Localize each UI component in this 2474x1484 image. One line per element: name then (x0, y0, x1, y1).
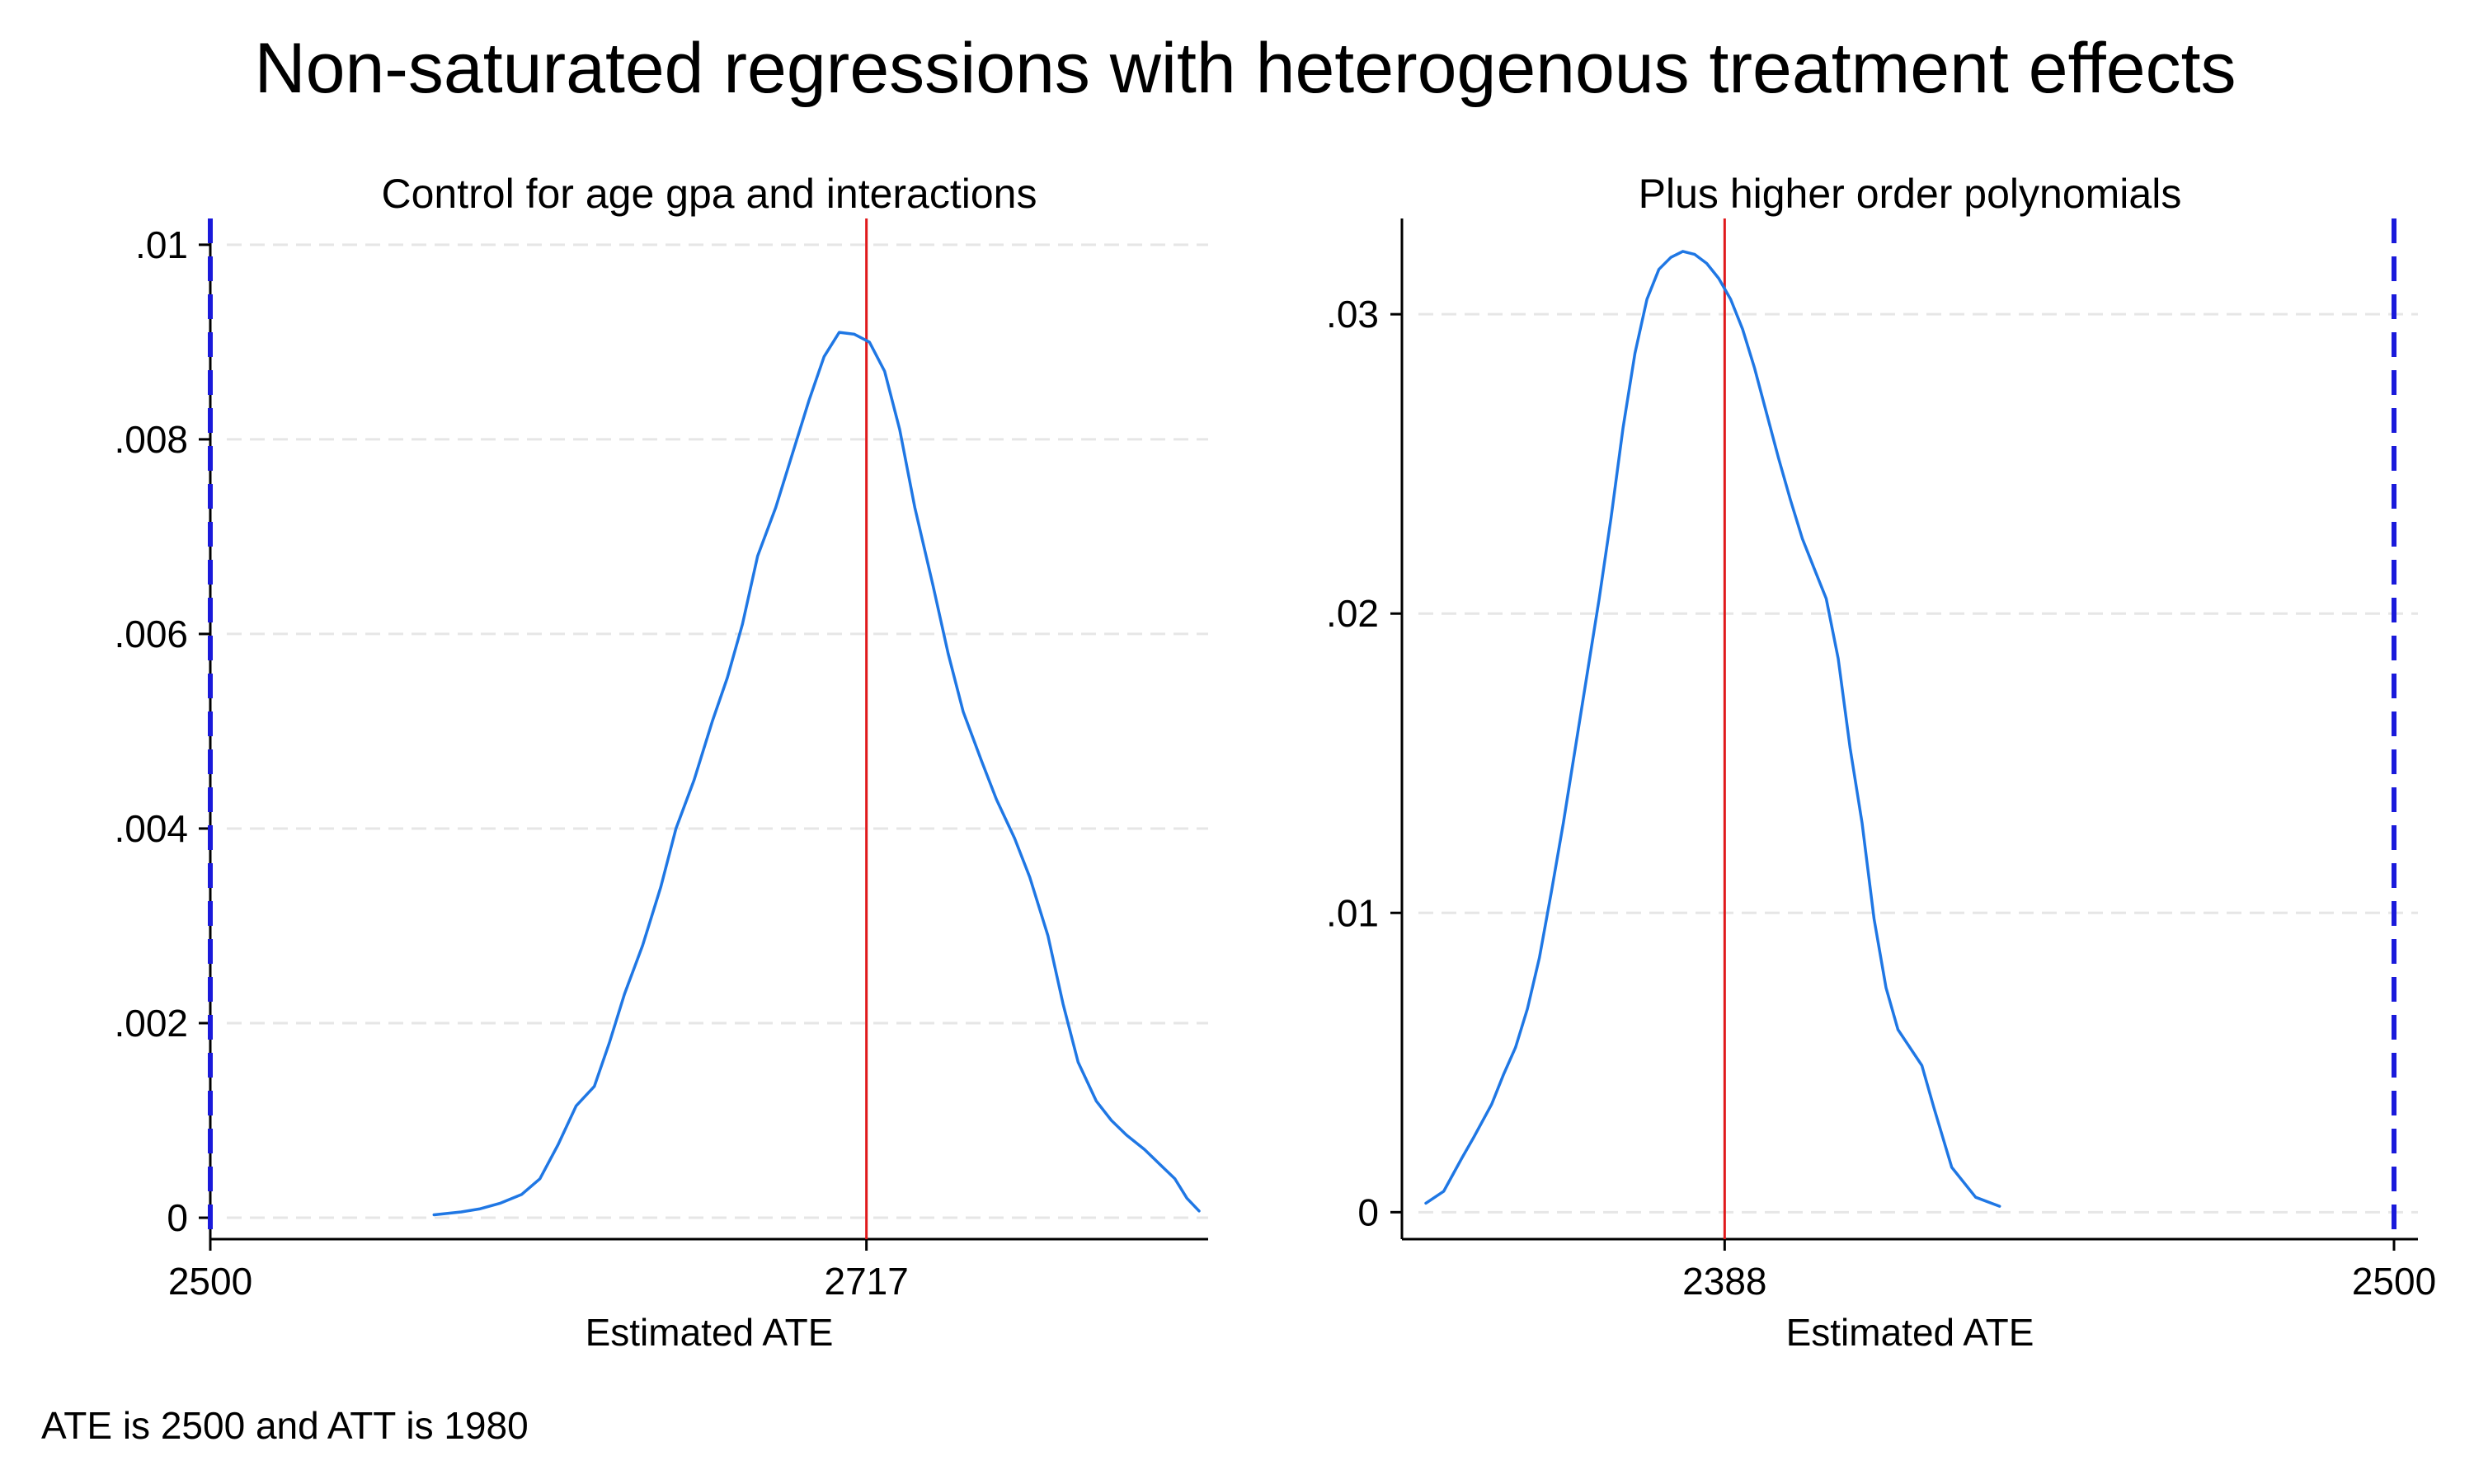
y-tick-label: .008 (114, 418, 188, 461)
figure-title: Non-saturated regressions with heterogen… (255, 29, 2236, 108)
y-tick-label: .006 (114, 613, 188, 655)
x-axis-label: Estimated ATE (586, 1311, 834, 1354)
y-tick-label: .02 (1326, 592, 1379, 635)
y-tick-label: 0 (167, 1196, 188, 1239)
x-tick-label: 2500 (2352, 1260, 2436, 1303)
figure-note: ATE is 2500 and ATT is 1980 (41, 1404, 529, 1447)
panel-title: Plus higher order polynomials (1639, 171, 2182, 217)
y-tick-label: 0 (1357, 1190, 1379, 1233)
y-tick-label: .01 (1326, 891, 1379, 934)
y-tick-label: .002 (114, 1002, 188, 1045)
panel-title: Control for age gpa and interactions (382, 171, 1037, 217)
right-panel: Plus higher order polynomials 0 .01 .02 .03 2… (1326, 171, 2436, 1354)
x-tick-label: 2500 (168, 1260, 252, 1303)
x-tick-label: 2717 (824, 1260, 908, 1303)
y-tick-label: .01 (135, 223, 188, 266)
density-line (1424, 250, 2001, 1208)
y-tick-label: .03 (1326, 293, 1379, 336)
x-tick-label: 2388 (1682, 1260, 1766, 1303)
left-panel: Control for age gpa and interactions 0 .00… (114, 171, 1208, 1354)
density-line (432, 331, 1201, 1217)
y-tick-label: .004 (114, 807, 188, 850)
x-axis-label: Estimated ATE (1786, 1311, 2034, 1354)
